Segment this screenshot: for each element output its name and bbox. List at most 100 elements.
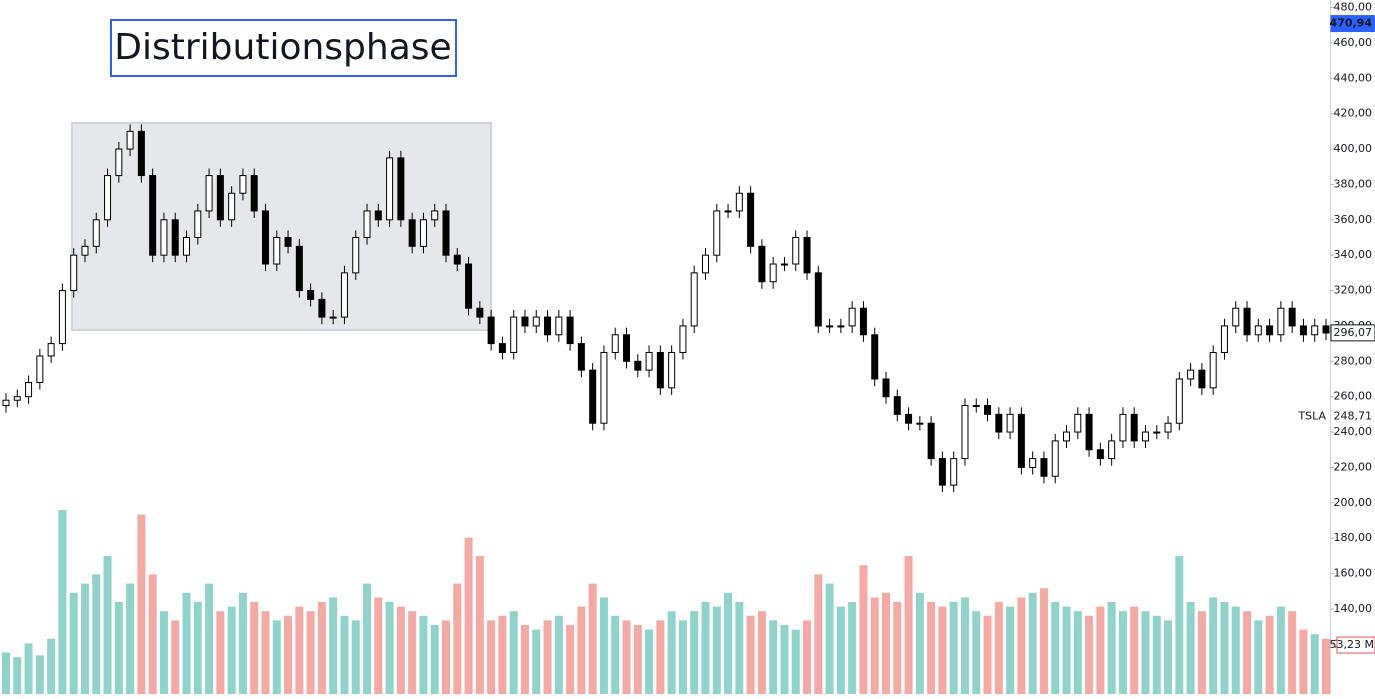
candle-body xyxy=(589,369,597,424)
candle-body xyxy=(826,325,834,328)
candle-body xyxy=(566,316,574,345)
volume-bar xyxy=(1288,611,1297,694)
candle-body xyxy=(600,351,608,424)
candle-body xyxy=(13,396,21,401)
volume-bar xyxy=(1006,606,1015,694)
volume-bar xyxy=(1039,588,1048,694)
volume-bar xyxy=(1265,615,1274,694)
volume-bar xyxy=(927,602,936,694)
candle-body xyxy=(747,192,755,247)
candle-body xyxy=(194,210,202,238)
candle-body xyxy=(183,236,191,256)
volume-bar xyxy=(148,574,157,694)
volume-bar xyxy=(780,625,789,694)
candle-body xyxy=(273,236,281,265)
candle-body xyxy=(386,157,394,221)
candle-body xyxy=(871,334,879,380)
candle-body xyxy=(690,272,698,327)
volume-bar xyxy=(475,556,484,694)
candle-body xyxy=(995,413,1003,433)
volume-bar xyxy=(1220,602,1229,694)
volume-bar xyxy=(1107,602,1116,694)
candle-body xyxy=(1243,307,1251,336)
volume-bar xyxy=(667,611,676,694)
volume-bar xyxy=(205,583,214,694)
candle-body xyxy=(1006,413,1014,433)
y-tick-label: 180,00 xyxy=(1334,531,1373,544)
volume-bar xyxy=(498,615,507,694)
y-tick-label: 480,00 xyxy=(1334,1,1373,14)
volume-bar xyxy=(938,606,947,694)
candle-body xyxy=(1254,325,1262,336)
volume-bar xyxy=(193,602,202,694)
candle-body xyxy=(544,316,552,336)
volume-bar xyxy=(836,606,845,694)
volume-bar xyxy=(960,597,969,694)
volume-bar xyxy=(419,615,428,694)
candle-layer xyxy=(2,124,1330,493)
candle-body xyxy=(780,263,788,266)
candle-body xyxy=(419,219,427,247)
distribution-zone xyxy=(71,122,492,331)
candle-body xyxy=(228,192,236,221)
candle-body xyxy=(769,263,777,283)
y-tick-label: 320,00 xyxy=(1334,284,1373,297)
y-tick-label: 160,00 xyxy=(1334,567,1373,580)
volume-bar xyxy=(791,629,800,694)
volume-bar xyxy=(453,583,462,694)
candle-body xyxy=(950,458,958,486)
candle-body xyxy=(905,413,913,424)
volume-bar xyxy=(701,602,710,694)
candle-body xyxy=(205,175,213,212)
candle-body xyxy=(431,210,439,221)
y-tick-label: 360,00 xyxy=(1334,213,1373,226)
candle-body xyxy=(1288,307,1296,327)
volume-bar xyxy=(577,606,586,694)
candle-body xyxy=(893,396,901,415)
volume-label: 53,23 M xyxy=(1330,638,1374,651)
volume-label-box xyxy=(1336,636,1375,654)
candle-body xyxy=(1063,431,1071,442)
volume-bar xyxy=(1017,597,1026,694)
candle-body xyxy=(261,210,269,265)
candle-body xyxy=(1164,422,1172,433)
annotation-box xyxy=(110,19,457,77)
candle-body xyxy=(160,219,168,256)
volume-bar xyxy=(848,602,857,694)
volume-bar xyxy=(408,611,417,694)
y-tick-label: 380,00 xyxy=(1334,177,1373,190)
series-name: TSLA xyxy=(1297,410,1326,423)
annotation: Distributionsphase xyxy=(114,27,451,68)
candle-body xyxy=(1153,431,1161,434)
candle-body xyxy=(837,325,845,328)
volume-bar xyxy=(1186,602,1195,694)
candle-body xyxy=(363,210,371,238)
candle-body xyxy=(713,210,721,256)
volume-bar xyxy=(374,597,383,694)
candle-body xyxy=(645,351,653,371)
volume-bar xyxy=(870,597,879,694)
candle-body xyxy=(1220,325,1228,353)
candle-body xyxy=(1051,440,1059,477)
y-tick-label: 440,00 xyxy=(1334,71,1373,84)
candle-body xyxy=(792,236,800,265)
candle-body xyxy=(498,343,506,353)
candle-body xyxy=(307,290,315,300)
volume-bar xyxy=(769,620,778,694)
candle-body xyxy=(1130,413,1138,442)
volume-bar xyxy=(656,620,665,694)
volume-bar xyxy=(746,615,755,694)
candle-body xyxy=(927,422,935,460)
candle-body xyxy=(1175,378,1183,424)
volume-bar xyxy=(430,625,439,694)
candle-body xyxy=(938,458,946,486)
candle-body xyxy=(476,307,484,318)
candle-body xyxy=(284,236,292,247)
volume-bar xyxy=(509,611,518,694)
candle-body xyxy=(961,405,969,460)
candle-body xyxy=(611,334,619,353)
candle-body xyxy=(1299,325,1307,336)
volume-bar xyxy=(611,615,620,694)
candle-body xyxy=(1322,325,1330,334)
